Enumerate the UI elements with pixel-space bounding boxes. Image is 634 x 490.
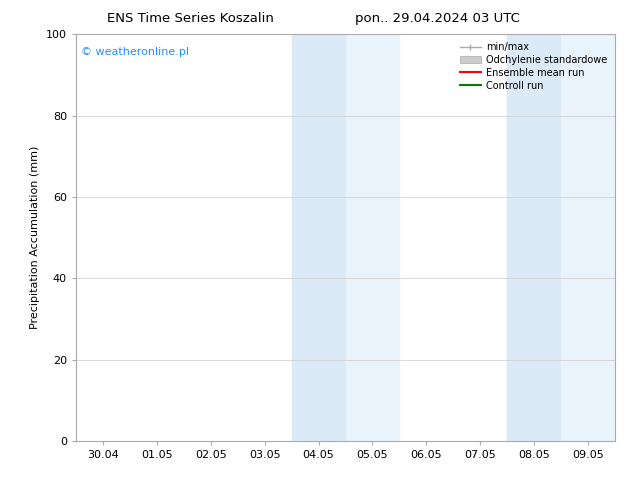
Bar (561, 34, 615, 441)
Text: pon.. 29.04.2024 03 UTC: pon.. 29.04.2024 03 UTC (355, 12, 520, 25)
Text: © weatheronline.pl: © weatheronline.pl (81, 47, 190, 56)
Bar (292, 34, 346, 441)
Y-axis label: Precipitation Accumulation (mm): Precipitation Accumulation (mm) (30, 146, 41, 329)
Bar (346, 34, 399, 441)
Text: ENS Time Series Koszalin: ENS Time Series Koszalin (107, 12, 274, 25)
Legend: min/max, Odchylenie standardowe, Ensemble mean run, Controll run: min/max, Odchylenie standardowe, Ensembl… (456, 39, 610, 94)
Bar (507, 34, 561, 441)
